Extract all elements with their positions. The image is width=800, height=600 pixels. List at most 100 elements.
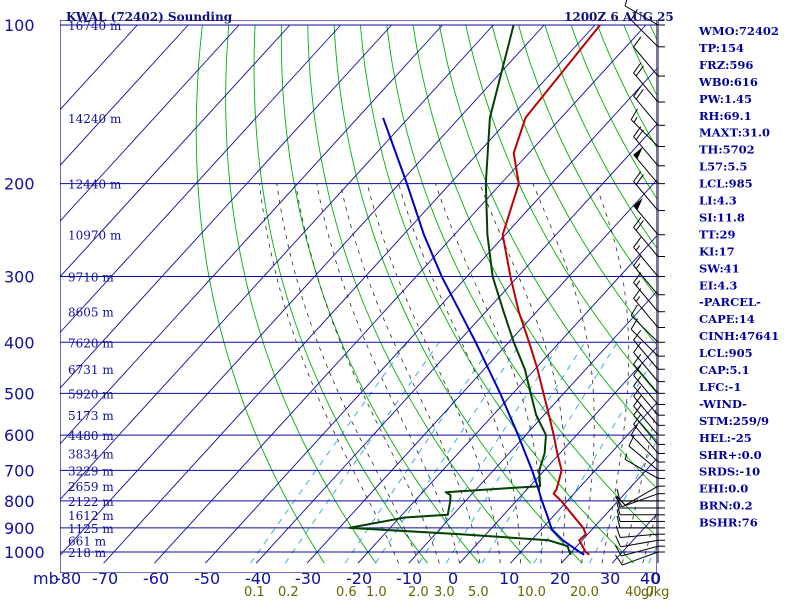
moist-adiabat-line: [479, 183, 566, 564]
wind-barb-shaft: [633, 363, 659, 394]
wind-barb: [630, 108, 659, 147]
index-value: KI:17: [699, 244, 735, 258]
dry-adiabat-line: [225, 24, 377, 564]
mixing-ratio-label: 40.0: [625, 585, 654, 600]
wind-barb-shaft: [633, 72, 659, 103]
wind-barb-shaft: [630, 19, 659, 48]
moist-adiabat-line: [435, 183, 542, 564]
mixing-ratio-line: [284, 342, 440, 564]
wind-barb-shaft: [630, 315, 659, 343]
temperature-tick-label: 0: [448, 569, 458, 588]
height-label: 2659 m: [68, 480, 114, 494]
wind-barb-half-feather: [633, 116, 638, 123]
temperature-tick-label: 40: [640, 569, 660, 588]
wind-barb-feather: [635, 220, 644, 231]
moist-adiabat-line: [295, 183, 440, 564]
index-value: CINH:47641: [699, 329, 779, 343]
wind-barb-half-feather: [624, 453, 628, 460]
wind-barb-feather: [616, 509, 621, 522]
height-label: 3229 m: [68, 464, 114, 478]
temperature-tick-label: 0: [651, 569, 661, 588]
temperature-tick-label: -20: [346, 569, 372, 588]
wind-barb-shaft: [633, 414, 659, 445]
dry-adiabat-line: [491, 24, 657, 347]
moist-adiabat-line: [398, 183, 521, 564]
mixing-ratio-label: 0.1: [244, 585, 265, 600]
index-value: LFC:-1: [699, 380, 741, 394]
isotherm-line: [154, 24, 647, 564]
index-value: MAXT:31.0: [699, 126, 770, 140]
wind-barb-shaft: [633, 339, 659, 370]
height-label: 10970 m: [68, 229, 122, 243]
wind-barb: [633, 255, 659, 296]
height-label: 1125 m: [68, 522, 114, 536]
index-value: TP:154: [699, 41, 744, 55]
mixing-ratio-line: [589, 439, 657, 564]
wind-barb: [616, 515, 658, 529]
isotherm-line: [60, 24, 392, 389]
wind-barb: [616, 485, 659, 506]
temperature-tick-label: -60: [143, 569, 169, 588]
wind-barb-feather: [614, 544, 622, 557]
isotherm-line: [60, 24, 494, 501]
wind-barb-shaft: [624, 485, 659, 506]
wind-barb-shaft: [633, 423, 659, 454]
mixing-ratio-label: 0.2: [278, 585, 299, 600]
temperature-tick-label: 10: [499, 569, 519, 588]
index-value: WB0:616: [698, 75, 758, 89]
height-label: 7620 m: [68, 336, 114, 350]
isotherm-line: [255, 123, 657, 564]
wind-barb: [624, 0, 659, 26]
wind-barb-shaft: [633, 136, 659, 167]
wind-barb-shaft: [633, 352, 659, 382]
index-value: SRDS:-10: [699, 465, 760, 479]
dry-adiabat-line: [195, 24, 325, 564]
wind-barb-shaft: [633, 282, 659, 313]
height-label: 5920 m: [68, 387, 114, 401]
wind-barb: [615, 535, 659, 548]
wind-barb-feather: [633, 353, 642, 365]
pressure-tick-label: 500: [4, 384, 35, 403]
wind-barb: [616, 502, 658, 516]
mixing-ratio-label: 1.0: [366, 585, 387, 600]
mixing-ratio-label: 2.0: [408, 585, 429, 600]
wind-barb-shaft: [633, 95, 659, 126]
wind-barb-half-feather: [635, 280, 641, 286]
wind-barb: [633, 146, 659, 184]
wind-barb-pennant: [633, 197, 643, 211]
moist-adiabat-line: [595, 183, 630, 564]
wind-barb-feather: [633, 62, 642, 74]
wind-barb-half-feather: [635, 263, 641, 270]
temperature-tick-label: 20: [550, 569, 570, 588]
wind-barb-shaft: [624, 458, 659, 479]
height-label: 8605 m: [68, 306, 114, 320]
mixing-ratio-line: [481, 342, 618, 564]
wind-barb-shaft: [620, 539, 659, 548]
isotherm-line: [60, 24, 342, 334]
dry-adiabat-line: [307, 24, 532, 564]
wind-barb-shaft: [622, 551, 659, 566]
moist-adiabat-line: [316, 183, 460, 564]
wind-barb-shaft: [622, 493, 659, 508]
height-label: 14240 m: [68, 112, 122, 126]
index-value: WMO:72402: [698, 24, 779, 38]
index-value: HEL:-25: [699, 431, 752, 445]
wind-barb-feather: [616, 515, 621, 529]
height-label: 9710 m: [68, 270, 114, 284]
height-label: 16740 m: [68, 19, 122, 33]
temperature-tick-label: -70: [92, 569, 118, 588]
wind-barb-half-feather: [635, 296, 641, 302]
wind-barb-feather: [633, 365, 642, 376]
wind-barb-feather: [624, 0, 628, 7]
wind-barb: [633, 353, 659, 394]
index-value: LI:4.3: [699, 194, 737, 208]
wind-barb-feather: [633, 342, 642, 353]
index-value: SI:11.8: [699, 210, 745, 224]
height-label: 6731 m: [68, 363, 114, 377]
index-value: EHI:0.0: [699, 482, 748, 496]
wind-barb-shaft: [633, 265, 659, 296]
index-value: -PARCEL-: [699, 295, 761, 309]
wind-barb-shaft: [633, 405, 659, 436]
wind-barb-shaft: [633, 154, 659, 184]
wind-barb: [616, 509, 658, 522]
